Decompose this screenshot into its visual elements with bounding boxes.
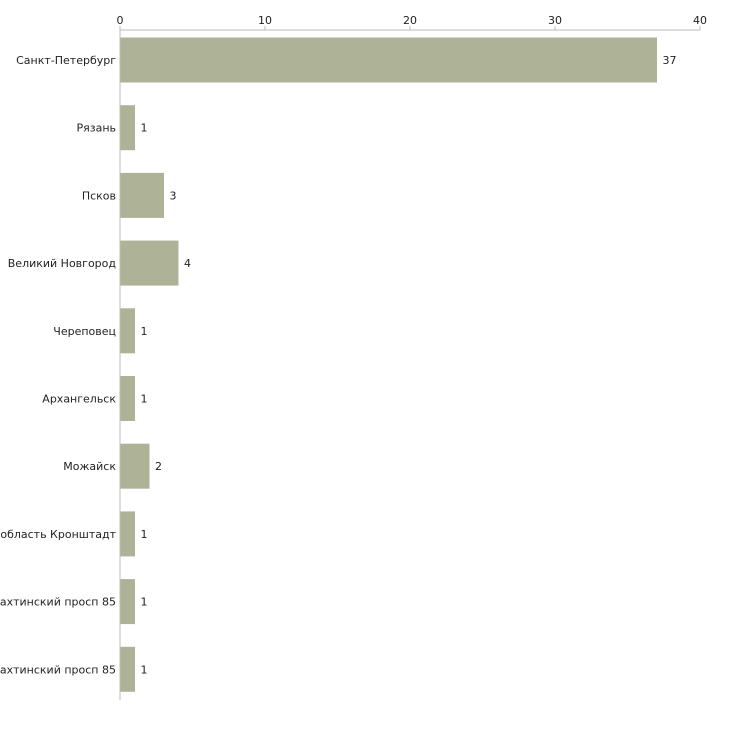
value-label: 1 [141, 528, 148, 541]
bar [120, 172, 164, 218]
x-tick-label: 10 [258, 14, 272, 27]
value-label: 1 [141, 663, 148, 676]
value-label: 4 [184, 257, 191, 270]
x-tick-label: 30 [548, 14, 562, 27]
category-label: Санкт-Петербург [16, 54, 116, 67]
category-label: Архангельск [42, 393, 116, 406]
x-tick-label: 20 [403, 14, 417, 27]
category-label: Псков [82, 189, 116, 202]
value-label: 37 [663, 54, 677, 67]
bar [120, 511, 135, 557]
value-label: 1 [141, 596, 148, 609]
category-label: Череповец [53, 325, 116, 338]
bar [120, 308, 135, 354]
category-label: я область Кронштадт [0, 528, 117, 541]
bar [120, 579, 135, 625]
x-tick-label: 40 [693, 14, 707, 27]
value-label: 1 [141, 393, 148, 406]
x-tick-label: 0 [117, 14, 124, 27]
bar [120, 443, 150, 489]
category-label: Лахтинский просп 85 [0, 596, 116, 609]
value-label: 1 [141, 122, 148, 135]
category-label: Можайск [63, 460, 116, 473]
bar [120, 105, 135, 151]
category-label: Великий Новгород [8, 257, 117, 270]
bar [120, 240, 179, 286]
bar [120, 37, 657, 83]
value-label: 3 [170, 189, 177, 202]
category-label: Лахтинский просп 85 [0, 663, 116, 676]
bar [120, 646, 135, 692]
value-label: 2 [155, 460, 162, 473]
category-label: Рязань [76, 122, 116, 135]
value-label: 1 [141, 325, 148, 338]
bar [120, 376, 135, 421]
